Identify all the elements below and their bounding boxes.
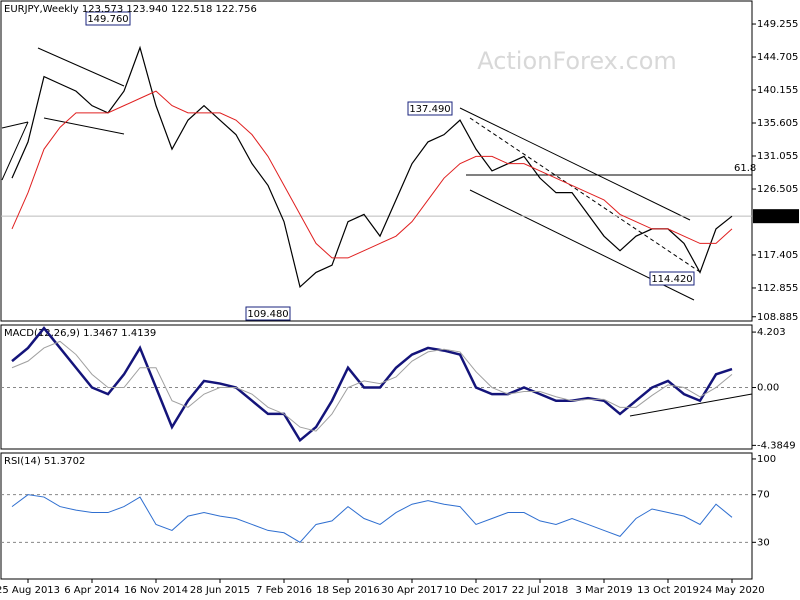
y-tick-label: 140.155 xyxy=(757,85,798,96)
x-tick-label: 13 Oct 2019 xyxy=(637,585,699,596)
annotation: 137.490 xyxy=(409,104,450,115)
annotation: 109.480 xyxy=(247,309,288,320)
macd-panel xyxy=(0,324,753,450)
series-line xyxy=(11,90,733,259)
last-price-label: 122.756 xyxy=(757,211,798,222)
y-tick-label: 149.255 xyxy=(757,19,798,30)
price-title: EURJPY,Weekly 123.573 123.940 122.518 12… xyxy=(4,4,257,15)
annotation: 149.760 xyxy=(87,14,128,25)
macd-title: MACD(12,26,9) 1.3467 1.4139 xyxy=(4,328,156,339)
y-tick-label: 126.505 xyxy=(757,184,798,195)
y-tick-label: 30 xyxy=(757,537,770,548)
x-tick-label: 22 Jul 2018 xyxy=(512,585,569,596)
y-tick-label: 144.705 xyxy=(757,52,798,63)
y-tick-label: -4.3849 xyxy=(757,440,796,451)
x-tick-label: 10 Dec 2017 xyxy=(444,585,508,596)
x-tick-label: 24 May 2020 xyxy=(699,585,764,596)
y-tick-label: 112.855 xyxy=(757,283,798,294)
y-tick-label: 131.055 xyxy=(757,151,798,162)
annotation-box xyxy=(245,306,291,321)
y-tick-label: 0.00 xyxy=(757,383,779,394)
annotation-box xyxy=(649,271,695,286)
annotations: 149.760 137.490 109.480 114.420 61.8 xyxy=(85,11,756,321)
y-tick-label: 4.203 xyxy=(757,327,786,338)
x-tick-label: 16 Nov 2014 xyxy=(124,585,188,596)
annotation-box xyxy=(85,11,131,26)
x-tick-label: 30 Apr 2017 xyxy=(381,585,443,596)
x-tick-label: 3 Mar 2019 xyxy=(575,585,632,596)
annotation: 114.420 xyxy=(651,274,692,285)
y-tick-label: 108.885 xyxy=(757,312,798,323)
rsi-panel xyxy=(0,452,753,580)
watermark: ActionForex.com xyxy=(477,47,677,75)
annotation-box xyxy=(407,101,453,116)
rsi-title: RSI(14) 51.3702 xyxy=(4,456,85,467)
y-tick-label: 100 xyxy=(757,454,776,465)
last-price-box xyxy=(753,209,799,224)
x-tick-label: 6 Apr 2014 xyxy=(64,585,119,596)
y-tick-label: 117.405 xyxy=(757,250,798,261)
series-line xyxy=(11,340,733,432)
y-tick-label: 70 xyxy=(757,490,770,501)
series-line xyxy=(11,326,733,443)
y-tick-label: 135.605 xyxy=(757,118,798,129)
price-panel xyxy=(0,0,753,322)
x-tick-label: 28 Jun 2015 xyxy=(190,585,250,596)
annotation: 61.8 xyxy=(734,163,756,174)
x-tick-label: 18 Sep 2016 xyxy=(316,585,379,596)
series-line xyxy=(11,494,733,543)
x-tick-label: 25 Aug 2013 xyxy=(0,585,60,596)
x-tick-label: 7 Feb 2016 xyxy=(256,585,312,596)
series-line xyxy=(11,45,733,289)
